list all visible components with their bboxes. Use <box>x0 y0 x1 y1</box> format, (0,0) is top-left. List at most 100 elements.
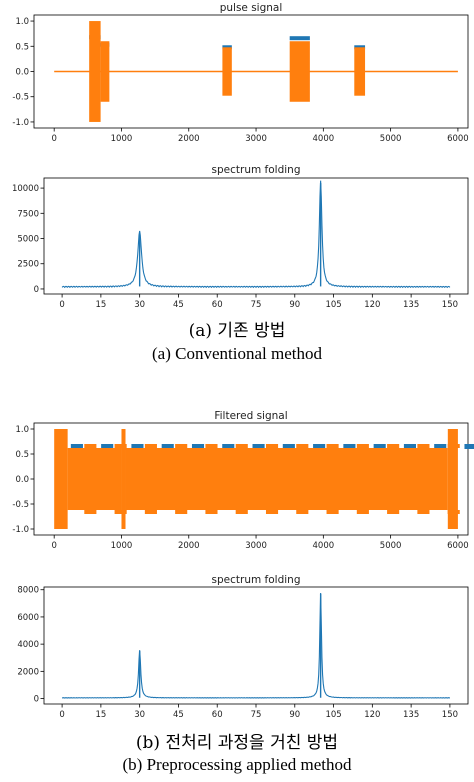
pulse-x-tick-label: 0 <box>51 134 56 144</box>
filtered-step-top <box>114 444 127 448</box>
caption-b-english: (b) Preprocessing applied method <box>122 755 352 774</box>
spectrum-a-x-tick-label: 150 <box>442 300 458 310</box>
filtered-blue-cap <box>252 444 265 449</box>
filtered-blue-cap <box>403 444 417 449</box>
filtered-step-top <box>144 444 157 448</box>
pulse-signal-title: pulse signal <box>220 2 283 14</box>
filtered-step-bottom <box>144 510 157 514</box>
spectrum-a-y-tick-label: 2500 <box>17 260 39 270</box>
filtered-step-bottom <box>265 510 279 514</box>
filtered-segment-5 <box>447 429 458 529</box>
spectrum-folding-a-title: spectrum folding <box>212 164 301 176</box>
filtered-x-tick-label: 3000 <box>245 541 267 551</box>
filtered-y-tick-label: -0.5 <box>12 500 29 510</box>
spectrum-a-x-tick-label: 105 <box>325 300 341 310</box>
filtered-blue-cap <box>313 444 326 449</box>
spectrum-b-x-tick-label: 15 <box>95 710 106 720</box>
filtered-segment-4 <box>125 448 448 510</box>
filtered-step-top <box>265 444 279 448</box>
spectrum-a-x-tick-label: 45 <box>173 300 184 310</box>
pulse-burst-1 <box>89 21 101 122</box>
spectrum-a-y-tick-label: 0 <box>34 285 39 295</box>
spectrum-a-x-tick-label: 15 <box>95 300 106 310</box>
spectrum-b-x-tick-label: 75 <box>251 710 262 720</box>
pulse-y-tick-label: 0.0 <box>15 68 29 78</box>
filtered-blue-cap <box>161 444 174 449</box>
pulse-y-tick-label: -1.0 <box>12 118 29 128</box>
filtered-step-top <box>387 444 400 448</box>
filtered-step-bottom <box>356 510 369 514</box>
pulse-x-tick-label: 4000 <box>313 134 335 144</box>
filtered-blue-cap <box>343 444 356 449</box>
spectrum-b-x-tick-label: 135 <box>403 710 419 720</box>
spectrum-folding-b-marks: 0 15 30 45 60 75 90 105 120 135 150 0 2000 4000 6000 80… <box>17 586 458 720</box>
filtered-step-bottom <box>296 510 309 514</box>
filtered-x-tick-label: 0 <box>51 541 56 551</box>
spectrum-a-x-tick-label: 90 <box>289 300 300 310</box>
filtered-step-bottom <box>175 510 188 514</box>
filtered-step-bottom <box>84 510 97 514</box>
spectrum-folding-b-plot-frame <box>43 586 469 705</box>
spectrum-folding-b-title: spectrum folding <box>212 574 301 586</box>
filtered-blue-cap <box>101 444 114 449</box>
spectrum-a-x-tick-label: 0 <box>59 300 64 310</box>
filtered-step-bottom <box>205 510 218 514</box>
spectrum-b-x-tick-label: 0 <box>59 710 64 720</box>
spectrum-a-x-tick-label: 120 <box>364 300 380 310</box>
filtered-blue-cap <box>131 444 144 449</box>
spectrum-a-y-tick-label: 10000 <box>12 184 39 194</box>
pulse-x-tick-label: 3000 <box>245 134 267 144</box>
filtered-y-tick-label: 0.5 <box>15 450 29 460</box>
spectrum-folding-panel-a: spectrum folding 0 15 30 45 60 75 90 105 120 135 1… <box>12 164 469 310</box>
spectrum-b-x-tick-label: 105 <box>325 710 341 720</box>
filtered-step-top <box>447 444 460 448</box>
filtered-signal-title: Filtered signal <box>214 410 287 422</box>
filtered-step-top <box>417 444 430 448</box>
filtered-y-tick-label: 0.0 <box>15 475 29 485</box>
caption-a-english: (a) Conventional method <box>152 344 322 363</box>
filtered-x-tick-label: 6000 <box>447 541 469 551</box>
filtered-step-top <box>296 444 309 448</box>
pulse-signal-panel: pulse signal 0 1000 2000 3000 4000 5000 6000 -1… <box>12 2 468 144</box>
spectrum-a-series-line <box>61 180 451 289</box>
pulse-burst-3 <box>222 47 232 96</box>
filtered-blue-cap <box>70 444 83 449</box>
filtered-step-top <box>205 444 218 448</box>
filtered-x-tick-label: 4000 <box>313 541 335 551</box>
pulse-x-tick-label: 2000 <box>178 134 200 144</box>
filtered-step-top <box>175 444 188 448</box>
pulse-y-tick-label: -0.5 <box>12 93 29 103</box>
spectrum-b-y-tick-label: 2000 <box>17 667 39 677</box>
filtered-step-top <box>84 444 97 448</box>
spectrum-a-x-tick-label: 75 <box>251 300 262 310</box>
spectrum-b-x-tick-label: 120 <box>364 710 380 720</box>
filtered-blue-cap <box>222 444 235 449</box>
spectrum-folding-panel-b: spectrum folding 0 15 30 45 60 75 90 105 120 135 1… <box>17 574 469 720</box>
pulse-signal-marks: 0 1000 2000 3000 4000 5000 6000 -1.0 -0.5 0.0 0.5 1… <box>12 17 468 144</box>
filtered-blue-cap <box>464 444 474 449</box>
filtered-y-tick-label: 1.0 <box>15 425 29 435</box>
spectrum-a-x-tick-label: 60 <box>212 300 223 310</box>
pulse-x-tick-label: 1000 <box>111 134 133 144</box>
filtered-step-bottom <box>417 510 430 514</box>
spectrum-a-x-tick-label: 135 <box>403 300 419 310</box>
spectrum-a-y-tick-label: 5000 <box>17 235 39 245</box>
pulse-x-tick-label: 6000 <box>447 134 469 144</box>
pulse-y-tick-label: 1.0 <box>15 17 29 27</box>
spectrum-b-y-tick-label: 8000 <box>17 586 39 596</box>
filtered-signal-marks: 0 1000 2000 3000 4000 5000 6000 -1.0 -0.5 0.0 0.5 1… <box>12 425 474 551</box>
spectrum-b-x-tick-label: 150 <box>442 710 458 720</box>
filtered-blue-cap <box>282 444 295 449</box>
filtered-blue-cap <box>373 444 386 449</box>
caption-b-korean: (b) 전처리 과정을 거친 방법 <box>135 733 339 753</box>
spectrum-folding-a-marks: 0 15 30 45 60 75 90 105 120 135 150 0 2500 5000 7500 10… <box>12 180 458 310</box>
filtered-segment-3 <box>121 429 126 529</box>
filtered-step-bottom <box>235 510 248 514</box>
filtered-x-tick-label: 2000 <box>178 541 200 551</box>
pulse-y-tick-label: 0.5 <box>15 42 29 52</box>
filtered-segment-1 <box>54 429 68 529</box>
filtered-blue-cap <box>191 444 205 449</box>
filtered-segment-2 <box>67 448 122 510</box>
filtered-step-top <box>326 444 339 448</box>
